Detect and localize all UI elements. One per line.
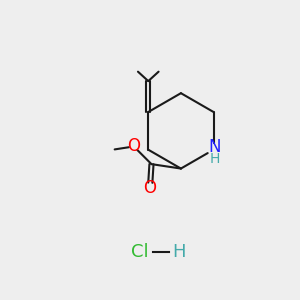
Text: N: N xyxy=(208,138,221,156)
Text: O: O xyxy=(143,179,157,197)
Text: H: H xyxy=(173,243,186,261)
Text: H: H xyxy=(209,152,220,166)
Text: O: O xyxy=(127,137,140,155)
Text: Cl: Cl xyxy=(131,243,148,261)
